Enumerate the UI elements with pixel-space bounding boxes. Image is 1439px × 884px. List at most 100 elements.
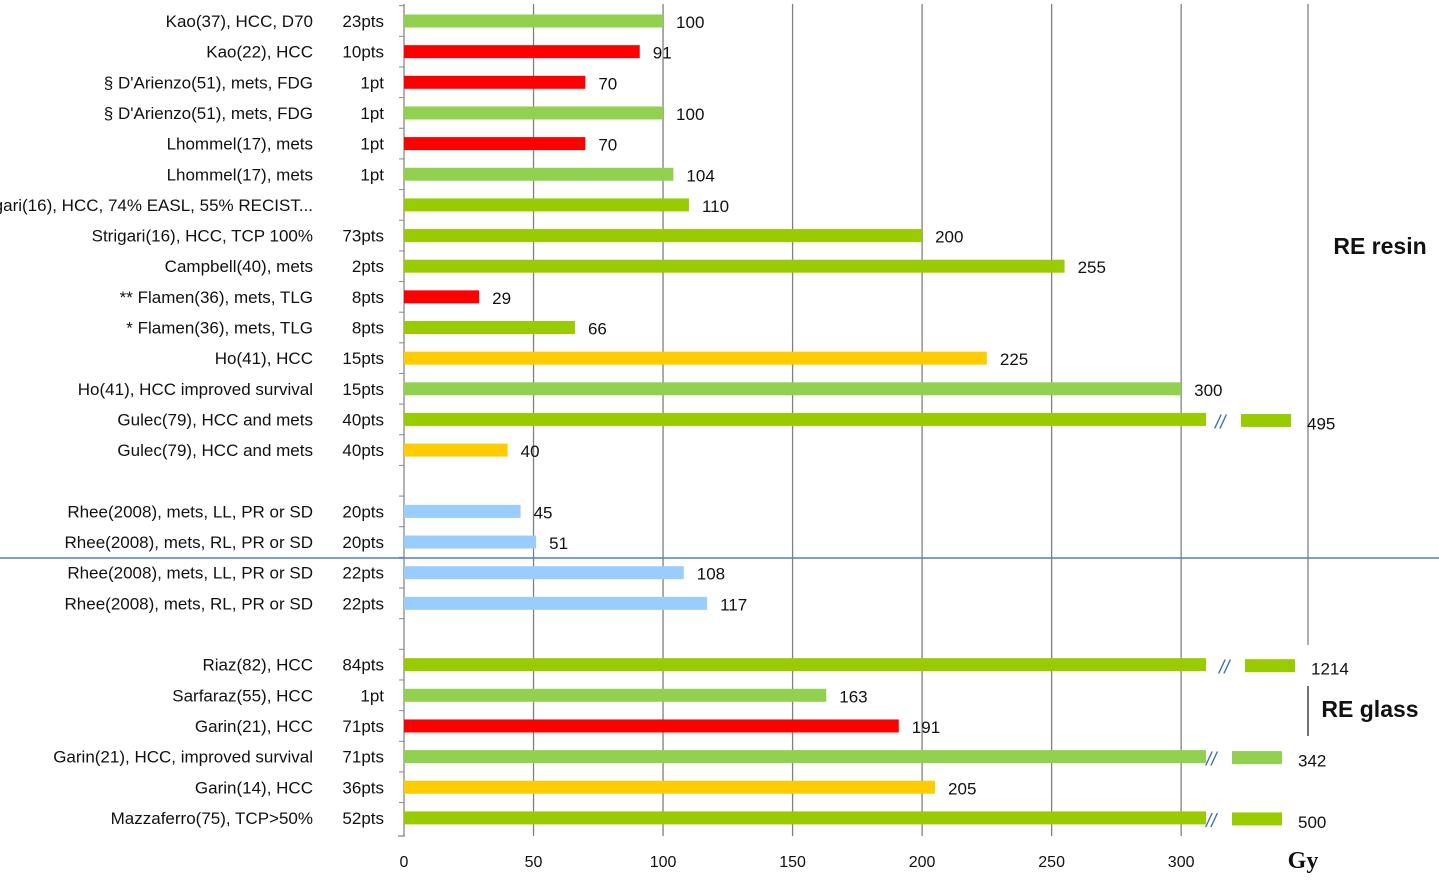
data-label: 100 — [676, 105, 704, 124]
category-label: Riaz(82), HCC — [202, 656, 313, 675]
data-label: 110 — [702, 197, 729, 216]
bar — [404, 137, 586, 151]
bar-tail — [1232, 751, 1282, 765]
patients-label: 1pt — [360, 135, 384, 154]
bar — [404, 14, 664, 28]
category-label: Garin(21), HCC, improved survival — [53, 748, 313, 767]
x-tick-label: 50 — [525, 854, 543, 871]
patients-label: 23pts — [342, 12, 384, 31]
category-label: Lhommel(17), mets — [167, 135, 313, 154]
bar — [404, 351, 987, 365]
patients-label: 20pts — [342, 502, 384, 521]
bar — [404, 106, 664, 120]
category-label: Rhee(2008), mets, LL, PR or SD — [67, 502, 313, 521]
data-label: 66 — [588, 320, 607, 339]
category-label: Strigari(16), HCC, 74% EASL, 55% RECIST.… — [0, 196, 313, 215]
x-tick-label: 150 — [779, 854, 806, 871]
category-label: Rhee(2008), mets, LL, PR or SD — [67, 564, 313, 583]
x-tick-label: 300 — [1168, 854, 1195, 871]
patients-label: 20pts — [342, 533, 384, 552]
category-label: Ho(41), HCC improved survival — [78, 380, 313, 399]
bar — [404, 412, 1206, 426]
patients-label: 1pt — [360, 165, 384, 184]
bar-tail — [1232, 812, 1282, 826]
bar — [404, 198, 689, 212]
patients-label: 71pts — [342, 748, 384, 767]
patients-label: 10pts — [342, 43, 384, 62]
data-label: 200 — [935, 228, 963, 247]
patients-label: 1pt — [360, 686, 384, 705]
data-label: 51 — [549, 534, 568, 553]
axis-break-mark: // — [1204, 750, 1218, 771]
patients-label: 40pts — [342, 441, 384, 460]
data-label: 100 — [676, 13, 704, 32]
bar — [404, 75, 586, 89]
bar — [404, 45, 640, 59]
data-label: 495 — [1307, 414, 1335, 433]
bar — [404, 750, 1206, 764]
patients-label: 15pts — [342, 349, 384, 368]
data-label: 300 — [1194, 381, 1222, 400]
x-tick-label: 200 — [909, 854, 936, 871]
patients-label: 1pt — [360, 104, 384, 123]
bar-tail — [1245, 659, 1295, 673]
bar — [404, 382, 1182, 396]
category-label: Mazzaferro(75), TCP>50% — [111, 809, 313, 828]
axis-break-mark: // — [1204, 811, 1218, 832]
bar — [404, 780, 936, 794]
data-label: 117 — [720, 595, 747, 614]
bar — [404, 811, 1206, 825]
data-label: 342 — [1298, 752, 1326, 771]
bar — [404, 719, 899, 733]
x-tick-label: 100 — [650, 854, 677, 871]
patients-label: 40pts — [342, 410, 384, 429]
category-label: Lhommel(17), mets — [167, 165, 313, 184]
patients-label: 22pts — [342, 564, 384, 583]
bar — [404, 321, 575, 334]
data-label: 70 — [598, 74, 617, 93]
group-label-re-glass: RE glass — [1321, 696, 1418, 722]
category-label: Kao(22), HCC — [206, 43, 313, 62]
data-label: 29 — [492, 289, 511, 308]
group-label-re-resin: RE resin — [1333, 233, 1426, 259]
category-label: ** Flamen(36), mets, TLG — [120, 288, 313, 307]
patients-label: 36pts — [342, 778, 384, 797]
category-label: Gulec(79), HCC and mets — [117, 441, 313, 460]
category-label: Rhee(2008), mets, RL, PR or SD — [65, 594, 313, 613]
category-label: Ho(41), HCC — [215, 349, 313, 368]
patients-label: 15pts — [342, 380, 384, 399]
axis-break-mark: // — [1217, 658, 1231, 679]
patients-label: 8pts — [352, 288, 384, 307]
data-label: 108 — [697, 565, 725, 584]
bar-tail — [1241, 413, 1291, 427]
data-label: 1214 — [1311, 660, 1349, 679]
category-label: Strigari(16), HCC, TCP 100% — [92, 227, 313, 246]
data-label: 40 — [521, 442, 540, 461]
category-label: Garin(21), HCC — [195, 717, 313, 736]
axis-break-mark: // — [1213, 412, 1227, 433]
data-label: 91 — [653, 44, 672, 63]
data-label: 255 — [1078, 258, 1106, 277]
category-label: § D'Arienzo(51), mets, FDG — [104, 73, 313, 92]
bar — [404, 229, 923, 243]
bar — [404, 259, 1065, 273]
patients-label: 22pts — [342, 594, 384, 613]
category-label: Kao(37), HCC, D70 — [166, 12, 313, 31]
bar — [404, 566, 684, 580]
category-label: Garin(14), HCC — [195, 778, 313, 797]
category-label: Sarfaraz(55), HCC — [172, 686, 313, 705]
category-label: Campbell(40), mets — [165, 257, 313, 276]
data-label: 225 — [1000, 350, 1028, 369]
bar — [404, 504, 521, 518]
bar — [404, 688, 827, 702]
patients-label: 84pts — [342, 656, 384, 675]
bar — [404, 596, 708, 610]
patients-label: 8pts — [352, 319, 384, 338]
data-label: 205 — [948, 779, 976, 798]
bar — [404, 290, 480, 304]
data-label: 45 — [534, 503, 553, 522]
patients-label: 1pt — [360, 73, 384, 92]
data-label: 104 — [686, 166, 714, 185]
bar — [404, 658, 1206, 672]
